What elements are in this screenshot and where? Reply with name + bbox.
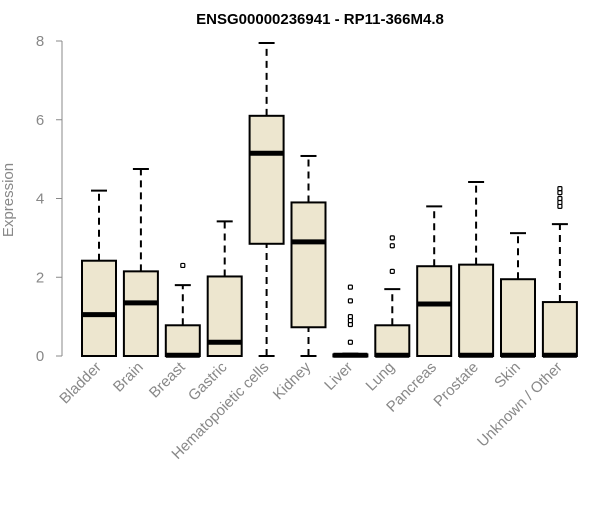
box-brain xyxy=(122,167,159,357)
box-iqr xyxy=(500,278,536,357)
y-tick-label: 6 xyxy=(36,112,44,129)
box-iqr xyxy=(122,270,159,357)
y-tick-label: 4 xyxy=(36,191,44,208)
outlier-point xyxy=(557,195,563,202)
box-iqr xyxy=(290,201,327,329)
x-tick-label: Breast xyxy=(146,358,189,401)
outlier-point xyxy=(389,243,395,249)
outlier-point xyxy=(389,268,395,274)
box-bladder xyxy=(81,189,117,357)
outlier-point xyxy=(347,339,353,345)
box-iqr xyxy=(541,301,578,357)
outlier-point xyxy=(389,235,395,241)
box-iqr xyxy=(248,114,285,245)
outlier-point xyxy=(347,314,353,320)
box-iqr xyxy=(81,259,117,357)
y-tick-label: 8 xyxy=(36,33,44,50)
box-breast xyxy=(164,262,201,358)
box-iqr xyxy=(164,324,201,358)
box-lung xyxy=(374,235,411,358)
box-iqr xyxy=(374,324,411,358)
outlier-point xyxy=(347,298,353,304)
x-tick-label: Brain xyxy=(110,359,147,396)
box-kidney xyxy=(290,154,327,357)
box-prostate xyxy=(458,180,495,358)
y-axis: 0 2 4 6 8 xyxy=(36,33,63,365)
boxes-group xyxy=(81,41,578,358)
box-hematopoietic-cells xyxy=(248,41,285,357)
x-tick-label: Bladder xyxy=(56,359,105,408)
box-iqr xyxy=(458,263,495,357)
x-tick-label: Skin xyxy=(491,359,524,392)
x-tick-label: Liver xyxy=(321,359,356,394)
outlier-point xyxy=(180,262,186,269)
y-tick-label: 0 xyxy=(36,348,44,365)
box-liver xyxy=(332,284,369,358)
box-unknown-other xyxy=(541,186,578,358)
x-tick-label: Lung xyxy=(363,359,399,395)
chart-title: ENSG00000236941 - RP11-366M4.8 xyxy=(196,11,444,28)
outlier-point xyxy=(557,186,563,192)
x-tick-label: Prostate xyxy=(430,359,482,411)
box-pancreas xyxy=(416,205,453,358)
outlier-point xyxy=(347,284,353,290)
box-skin xyxy=(500,232,536,358)
x-tick-label: Kidney xyxy=(270,358,315,403)
box-gastric xyxy=(206,220,243,357)
box-iqr xyxy=(416,265,453,358)
y-tick-label: 2 xyxy=(36,269,44,286)
y-axis-label: Expression xyxy=(0,163,17,237)
